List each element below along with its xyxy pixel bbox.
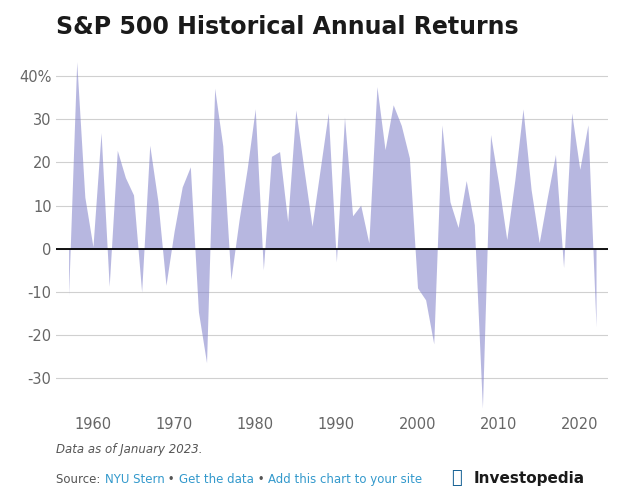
- Text: •: •: [253, 473, 268, 486]
- Text: S&P 500 Historical Annual Returns: S&P 500 Historical Annual Returns: [56, 15, 519, 39]
- Text: Data as of January 2023.: Data as of January 2023.: [56, 443, 203, 456]
- Text: Get the data: Get the data: [179, 473, 253, 486]
- Text: NYU Stern: NYU Stern: [105, 473, 164, 486]
- Text: •: •: [164, 473, 179, 486]
- Text: Source:: Source:: [56, 473, 105, 486]
- Text: ⓘ: ⓘ: [451, 469, 462, 487]
- Text: Add this chart to your site: Add this chart to your site: [268, 473, 422, 486]
- Text: Investopedia: Investopedia: [473, 471, 584, 486]
